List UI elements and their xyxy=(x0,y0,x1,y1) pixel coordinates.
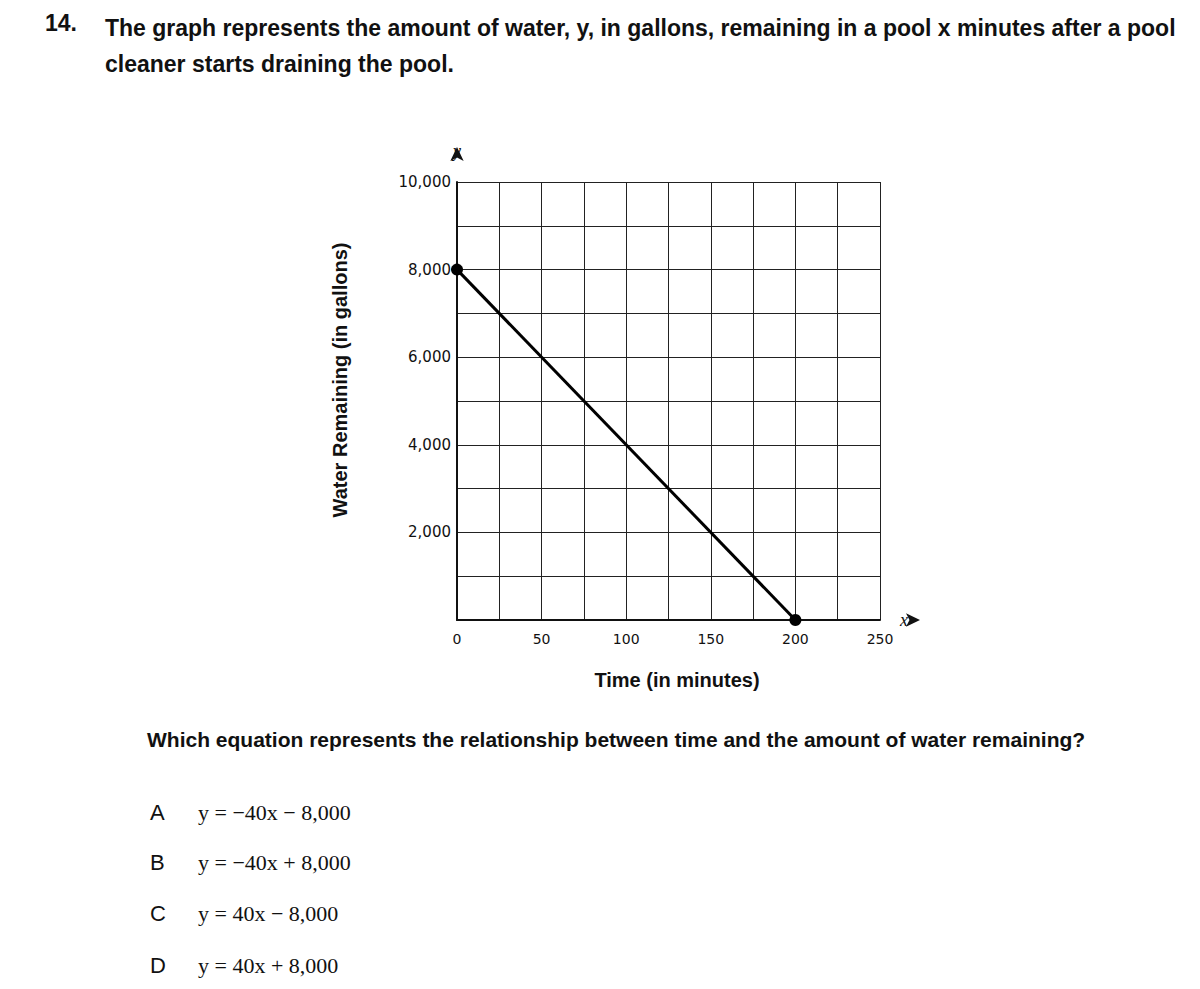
html-text:14.: 14. xyxy=(45,10,77,36)
html-text:y = 40x + 8,000: y = 40x + 8,000 xyxy=(198,953,339,978)
html-text:y = −40x + 8,000: y = −40x + 8,000 xyxy=(198,850,351,875)
svg-text:8,000: 8,000 xyxy=(408,261,451,279)
svg-text:Time (in minutes): Time (in minutes) xyxy=(594,669,759,691)
svg-text:6,000: 6,000 xyxy=(408,348,451,366)
svg-text:Water Remaining (in gallons): Water Remaining (in gallons) xyxy=(329,243,351,518)
svg-text:0: 0 xyxy=(453,631,462,647)
svg-text:50: 50 xyxy=(533,631,551,647)
html-text:y = −40x − 8,000: y = −40x − 8,000 xyxy=(198,800,351,825)
svg-text:10,000: 10,000 xyxy=(399,173,452,191)
html-text:Which equation represents the: Which equation represents the relationsh… xyxy=(147,728,1086,751)
html-text:The graph represents the amoun: The graph represents the amount of water… xyxy=(105,15,1176,77)
html-text:D: D xyxy=(150,953,166,978)
html-text:B: B xyxy=(150,850,165,875)
svg-text:150: 150 xyxy=(697,631,724,647)
svg-text:2,000: 2,000 xyxy=(408,523,451,541)
html-text:C: C xyxy=(150,901,166,926)
svg-text:100: 100 xyxy=(613,631,640,647)
html-text:A: A xyxy=(150,800,165,825)
html-text:y = 40x − 8,000: y = 40x − 8,000 xyxy=(198,901,339,926)
svg-text:250: 250 xyxy=(867,631,894,647)
svg-text:x: x xyxy=(899,610,908,630)
svg-text:200: 200 xyxy=(782,631,809,647)
svg-text:4,000: 4,000 xyxy=(408,436,451,454)
